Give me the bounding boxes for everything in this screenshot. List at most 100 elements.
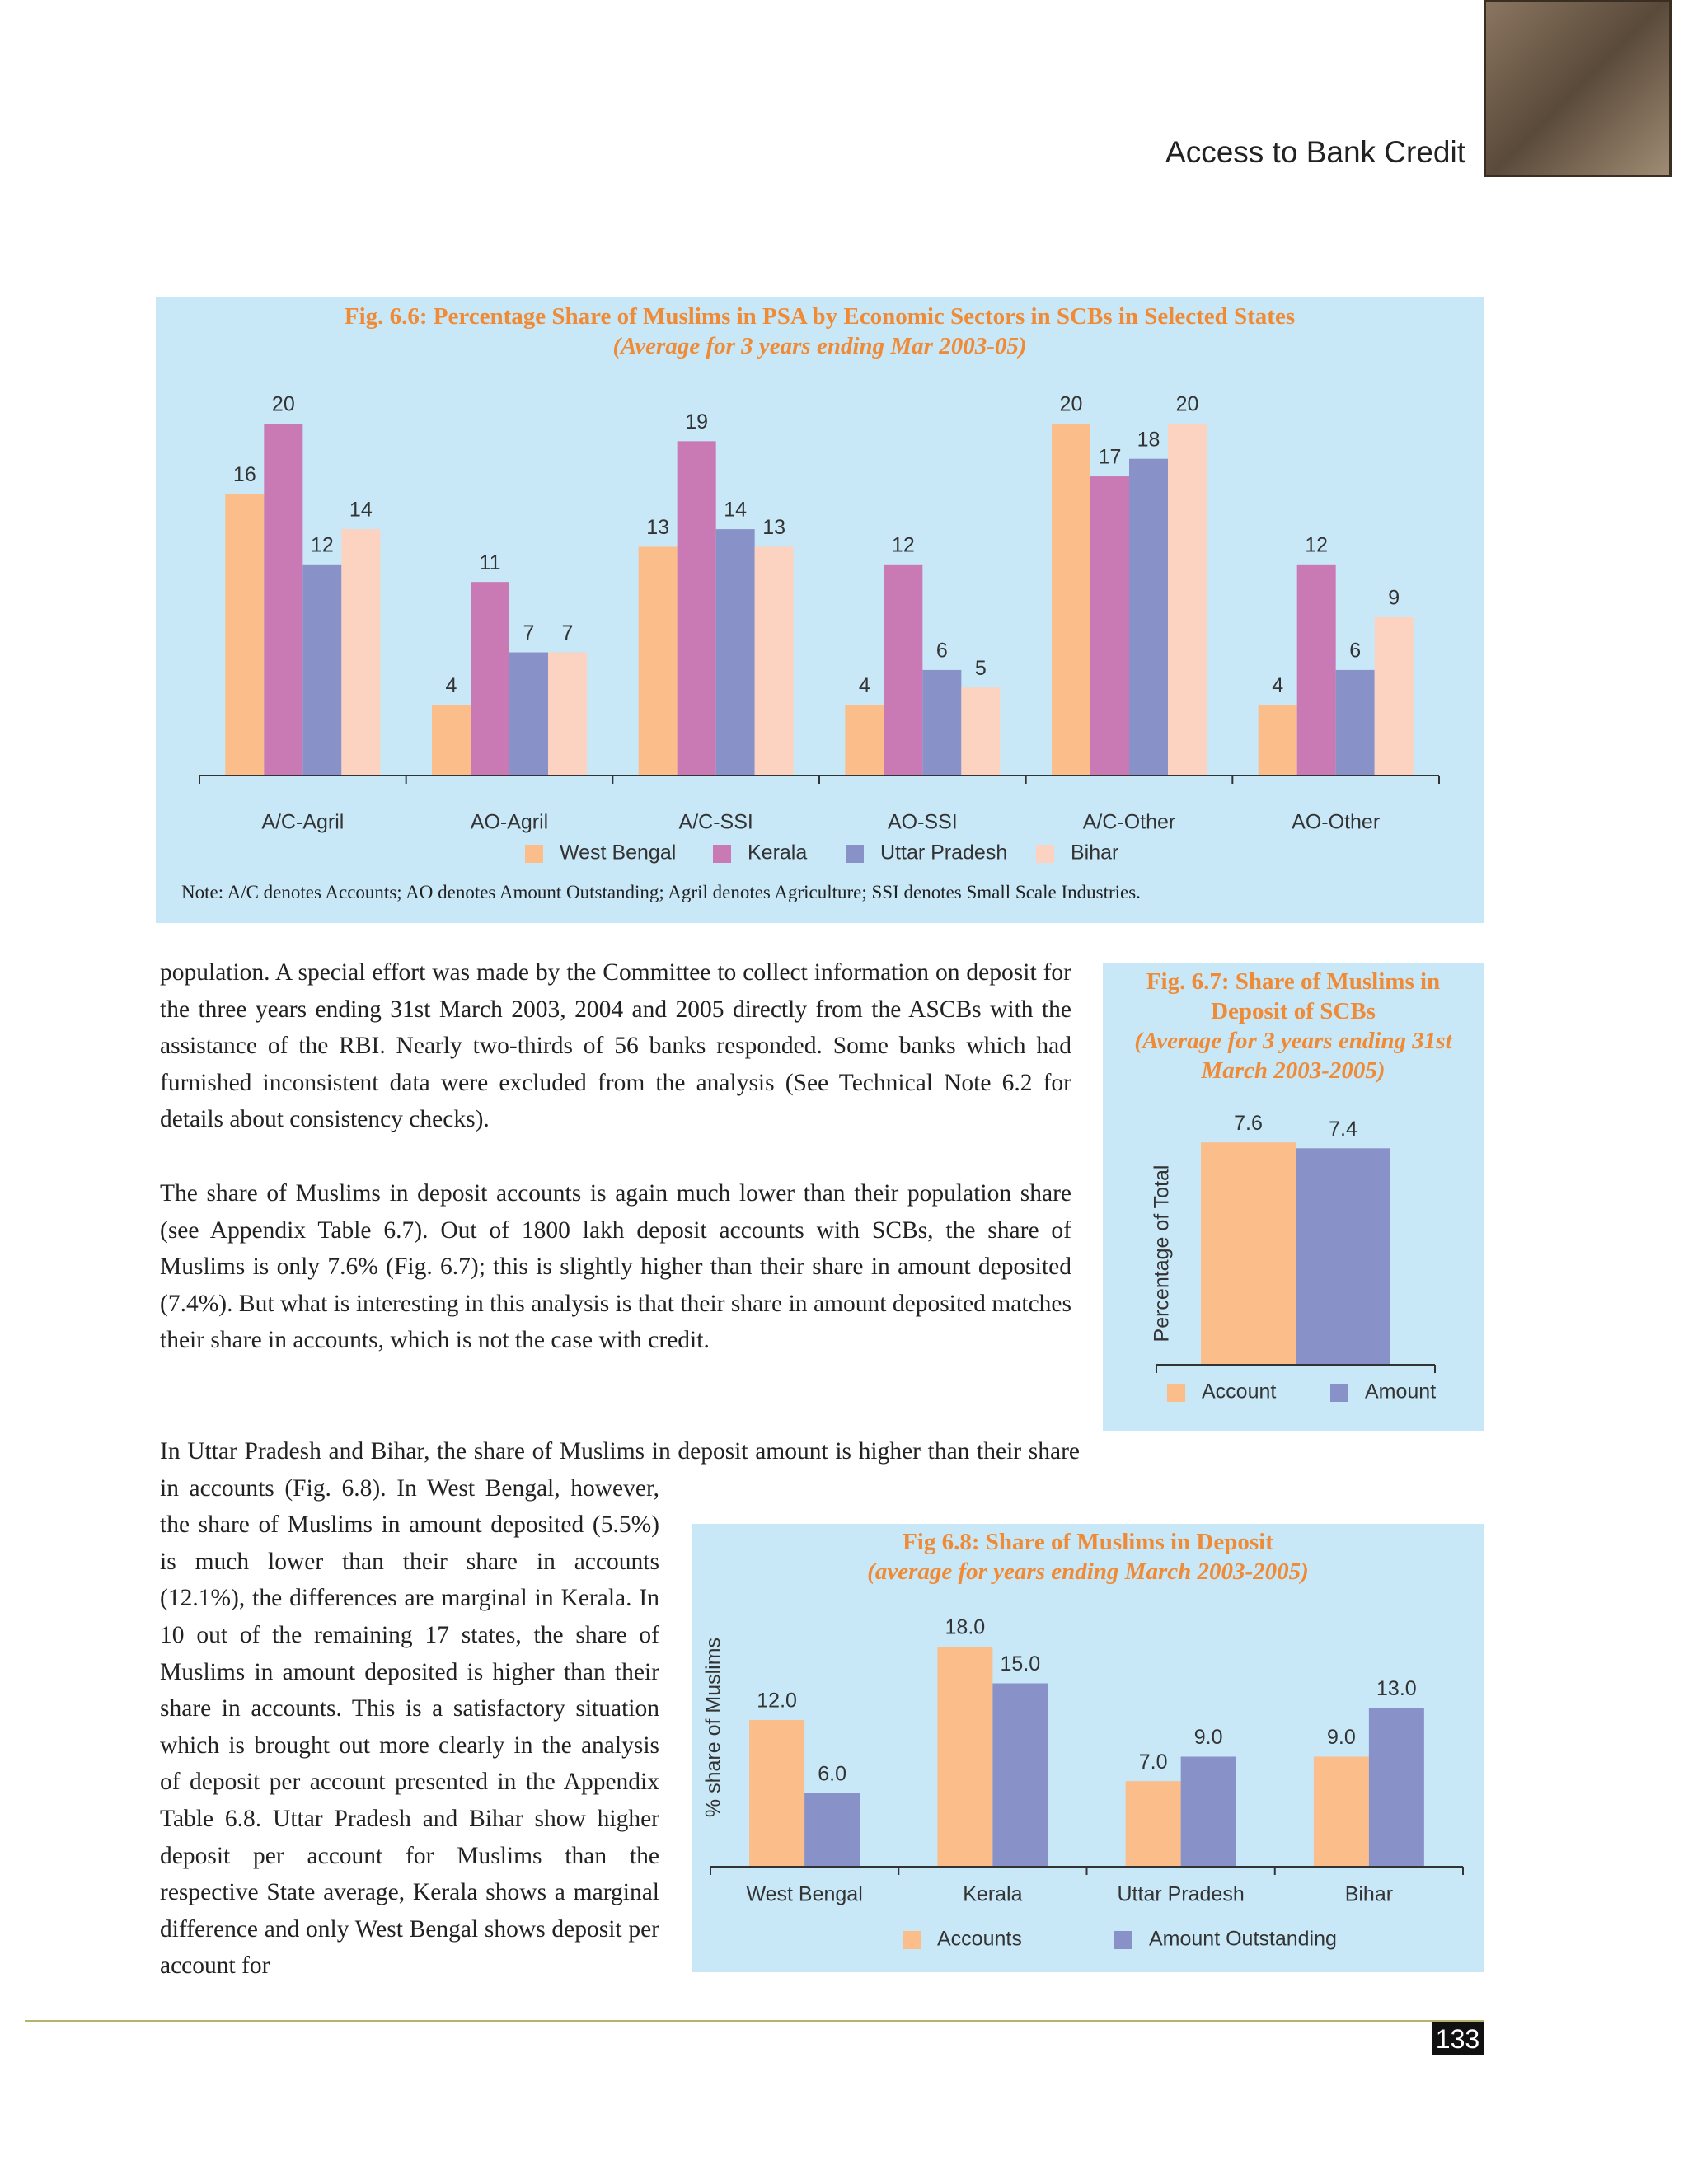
data-label: 18	[1137, 428, 1160, 451]
data-label: 16	[233, 463, 256, 486]
paragraph-wrap: In Uttar Pradesh and Bihar, the share of…	[160, 1433, 1080, 2001]
paragraph: population. A special effort was made by…	[160, 959, 1071, 1133]
bar	[341, 529, 381, 776]
bar	[264, 424, 303, 776]
data-label: 11	[480, 551, 501, 574]
bar	[992, 1683, 1048, 1867]
data-label: 7.6	[1234, 1112, 1263, 1135]
x-tick-label: West Bengal	[746, 1883, 862, 1906]
page-number: 133	[1432, 2022, 1484, 2055]
bar	[1090, 476, 1129, 776]
data-label: 20	[1060, 393, 1083, 416]
bar	[1313, 1756, 1369, 1867]
data-label: 19	[685, 410, 708, 434]
data-label: 6	[1349, 640, 1361, 663]
header-title: Access to Bank Credit	[1165, 135, 1465, 169]
bar	[937, 1647, 993, 1867]
paragraph: In Uttar Pradesh and Bihar, the share of…	[160, 1438, 1080, 1980]
legend-label: West Bengal	[560, 841, 676, 865]
legend-label: Uttar Pradesh	[880, 841, 1007, 865]
bar	[509, 652, 548, 776]
data-label: 13	[762, 516, 785, 539]
x-tick-label: A/C-Agril	[261, 811, 344, 834]
figure-title: Fig. 6.6: Percentage Share of Muslims in…	[156, 302, 1484, 361]
title: Fig 6.8: Share of Muslims in Deposit	[903, 1529, 1273, 1555]
legend-label: Kerala	[748, 841, 807, 865]
data-label: 9.0	[1327, 1726, 1356, 1749]
data-label: 6.0	[818, 1763, 846, 1786]
figure-title: Fig. 6.7: Share of Muslims in Deposit of…	[1111, 967, 1475, 1085]
legend-swatch	[1114, 1931, 1132, 1949]
figure-note: Note: A/C denotes Accounts; AO denotes A…	[181, 882, 1141, 902]
x-tick-label: Kerala	[963, 1883, 1022, 1906]
bar	[845, 705, 884, 776]
bar	[1052, 424, 1090, 776]
bar	[638, 546, 678, 776]
legend-swatch	[903, 1931, 921, 1949]
legend-swatch	[846, 845, 864, 863]
bar	[804, 1793, 860, 1867]
bar	[1296, 1148, 1390, 1365]
paragraph: The share of Muslims in deposit accounts…	[160, 1180, 1071, 1354]
data-label: 7.0	[1139, 1750, 1168, 1774]
data-label: 17	[1099, 446, 1122, 469]
bar	[548, 652, 587, 776]
bar	[1296, 564, 1336, 776]
bar	[471, 582, 509, 776]
data-label: 12	[1305, 533, 1328, 556]
bar	[432, 705, 471, 776]
data-label: 4	[859, 674, 870, 697]
figure-title: Fig 6.8: Share of Muslims in Deposit (av…	[692, 1527, 1484, 1586]
data-label: 7.4	[1329, 1118, 1357, 1141]
data-label: 13.0	[1376, 1677, 1417, 1700]
y-axis-label: Percentage of Total	[1151, 1165, 1174, 1343]
bar	[922, 669, 962, 776]
legend-label: Amount Outstanding	[1149, 1928, 1337, 1951]
bar	[1201, 1142, 1296, 1365]
data-label: 9	[1388, 586, 1400, 609]
title: Fig. 6.6: Percentage Share of Muslims in…	[344, 303, 1296, 330]
bar	[1374, 616, 1414, 776]
data-label: 20	[272, 393, 295, 416]
legend-label: Amount	[1365, 1380, 1436, 1404]
bar	[1168, 424, 1207, 776]
data-label: 18.0	[945, 1616, 986, 1639]
x-tick-label: AO-SSI	[888, 811, 958, 834]
legend-label: Accounts	[937, 1928, 1022, 1951]
legend-swatch	[525, 845, 543, 863]
subtitle: (Average for 3 years ending 31st March 2…	[1134, 1028, 1452, 1084]
bar	[715, 529, 755, 776]
data-label: 15.0	[1001, 1652, 1041, 1675]
data-label: 14	[724, 499, 747, 522]
bar	[1258, 705, 1297, 776]
data-label: 12	[311, 533, 334, 556]
data-label: 12	[892, 533, 915, 556]
title: Fig. 6.7: Share of Muslims in Deposit of…	[1146, 968, 1441, 1024]
bar	[1335, 669, 1375, 776]
x-tick-label: AO-Other	[1292, 811, 1380, 834]
bar	[677, 441, 716, 776]
subtitle: (Average for 3 years ending Mar 2003-05)	[612, 333, 1027, 359]
bar	[884, 564, 923, 776]
bar	[1368, 1708, 1424, 1867]
x-tick-label: A/C-Other	[1083, 811, 1176, 834]
data-label: 7	[523, 621, 535, 644]
x-tick-label: AO-Agril	[471, 811, 548, 834]
data-label: 7	[562, 621, 574, 644]
legend-swatch	[1330, 1384, 1348, 1402]
bar	[749, 1720, 805, 1867]
bar	[961, 687, 1001, 776]
data-label: 6	[936, 640, 948, 663]
legend-swatch	[713, 845, 731, 863]
data-label: 13	[646, 516, 669, 539]
bar	[1180, 1756, 1236, 1867]
legend-swatch	[1167, 1384, 1185, 1402]
data-label: 12.0	[757, 1690, 797, 1713]
x-tick-label: Uttar Pradesh	[1118, 1883, 1245, 1906]
data-label: 20	[1176, 393, 1199, 416]
header-image	[1484, 0, 1672, 177]
bar	[1129, 458, 1168, 776]
figure-box	[692, 1524, 1484, 1972]
